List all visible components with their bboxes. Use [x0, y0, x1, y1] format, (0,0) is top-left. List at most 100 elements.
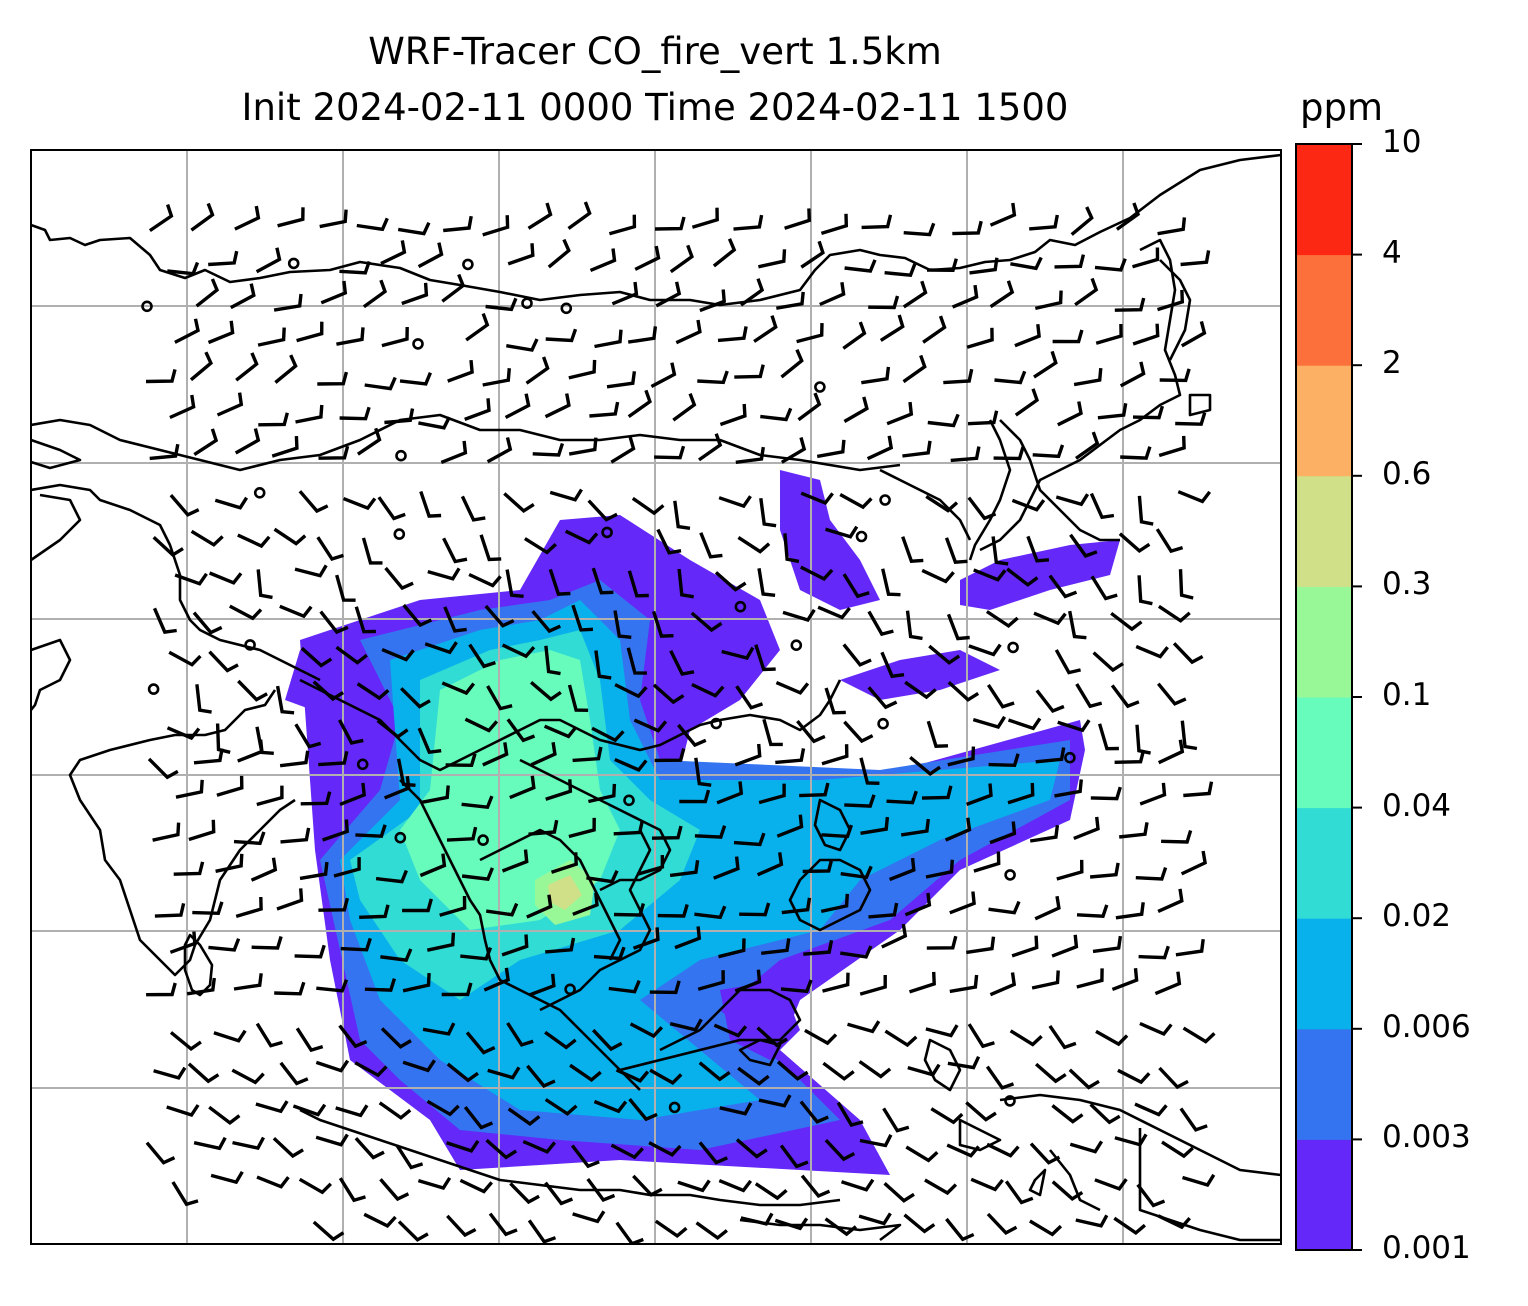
- wind-barb: [316, 979, 349, 993]
- wind-barb: [734, 743, 762, 767]
- calm-wind-marker: [1007, 641, 1019, 654]
- wind-barb: [1009, 1029, 1043, 1047]
- calm-wind-marker: [1064, 751, 1076, 764]
- wind-barb: [1097, 723, 1119, 751]
- wind-barb: [922, 315, 947, 344]
- wind-barb: [756, 1026, 788, 1048]
- wind-barb: [487, 1066, 521, 1080]
- wind-barb: [237, 739, 264, 763]
- wind-barb: [422, 1022, 456, 1036]
- wind-barb: [312, 1220, 345, 1242]
- wind-barb: [718, 1179, 753, 1193]
- wind-barb: [441, 273, 466, 303]
- wind-barb: [378, 1101, 412, 1120]
- wind-barb: [844, 794, 876, 808]
- wind-barb: [989, 280, 1015, 309]
- wind-barb: [754, 1182, 788, 1201]
- wind-barb: [342, 497, 377, 511]
- wind-barb: [402, 603, 433, 628]
- wind-barb: [461, 867, 494, 881]
- wind-barb: [208, 571, 243, 585]
- wind-barb: [694, 905, 727, 920]
- wind-barb: [1073, 816, 1100, 840]
- wind-barb: [1014, 324, 1041, 348]
- wind-barb: [735, 685, 764, 710]
- wind-barb: [947, 681, 980, 702]
- wind-barb: [419, 490, 442, 518]
- wind-barb: [279, 604, 313, 619]
- wind-barb: [335, 574, 356, 602]
- colorbar-segment: [1296, 254, 1352, 366]
- wind-barb: [698, 1061, 731, 1082]
- wind-barb: [866, 435, 894, 461]
- wind-barb: [279, 1061, 309, 1086]
- wind-barb: [1137, 575, 1153, 606]
- wind-barb: [1029, 214, 1059, 231]
- wind-barb: [167, 261, 200, 276]
- wind-barb: [568, 817, 596, 839]
- wind-barb: [145, 1141, 176, 1165]
- wind-barb: [1004, 1180, 1034, 1205]
- wind-barb: [229, 604, 263, 621]
- wind-barb: [1138, 945, 1170, 960]
- wind-barb: [608, 214, 637, 236]
- wind-barb: [1111, 968, 1139, 991]
- calm-wind-marker: [521, 297, 533, 310]
- wind-barb: [928, 644, 961, 665]
- wind-barb: [1177, 490, 1212, 504]
- calm-wind-marker: [814, 381, 826, 393]
- wind-barb: [548, 568, 571, 596]
- wind-barb: [280, 827, 311, 844]
- wind-barb: [991, 536, 1009, 566]
- wind-barb: [737, 1066, 770, 1086]
- wind-barb: [691, 682, 725, 698]
- calm-wind-marker: [734, 600, 747, 613]
- wind-barb: [195, 684, 212, 714]
- calm-wind-marker: [710, 717, 723, 730]
- wind-barb: [993, 446, 1025, 461]
- wind-barb: [884, 1029, 918, 1048]
- wind-barb: [819, 282, 846, 307]
- wind-barb: [380, 240, 407, 266]
- wind-barb: [399, 372, 432, 386]
- wind-barb: [1154, 971, 1182, 996]
- wind-barb: [1119, 361, 1146, 388]
- colorbar-segment: [1296, 475, 1352, 587]
- wind-barb: [1161, 830, 1193, 844]
- wind-barb: [949, 974, 979, 994]
- wind-barb: [312, 680, 345, 702]
- wind-barb: [803, 939, 834, 956]
- wind-barb: [1094, 258, 1127, 272]
- wind-barb: [363, 1212, 397, 1228]
- wind-barb: [1035, 689, 1065, 714]
- wind-barb: [215, 853, 244, 873]
- wind-barb: [1182, 1173, 1216, 1188]
- wind-barb: [1026, 535, 1050, 563]
- wind-barb: [973, 851, 1001, 873]
- wind-barb: [859, 757, 880, 785]
- wind-barb: [946, 613, 970, 641]
- wind-barb: [356, 682, 390, 701]
- wind-barb: [669, 244, 694, 274]
- wind-barb: [322, 819, 349, 842]
- wind-barb: [632, 1174, 663, 1197]
- wind-barb: [713, 856, 740, 880]
- colorbar-tick-label: 0.001: [1382, 1230, 1471, 1266]
- wind-barb: [817, 605, 851, 620]
- wind-barb: [276, 888, 304, 911]
- wind-barb: [966, 936, 996, 955]
- wind-barb: [944, 817, 972, 842]
- wind-barb: [903, 1213, 936, 1234]
- wind-barb: [216, 775, 244, 797]
- wind-barb: [315, 1133, 349, 1147]
- wind-barb: [1115, 902, 1145, 920]
- wind-barb: [881, 568, 901, 597]
- wind-barb: [824, 1217, 857, 1237]
- wind-barb: [840, 865, 873, 880]
- wind-barb: [544, 1098, 578, 1116]
- wind-barb: [507, 243, 535, 266]
- wind-barb: [571, 604, 594, 632]
- wind-barb: [468, 572, 502, 588]
- wind-barb: [440, 440, 468, 464]
- wind-barb: [1032, 444, 1065, 459]
